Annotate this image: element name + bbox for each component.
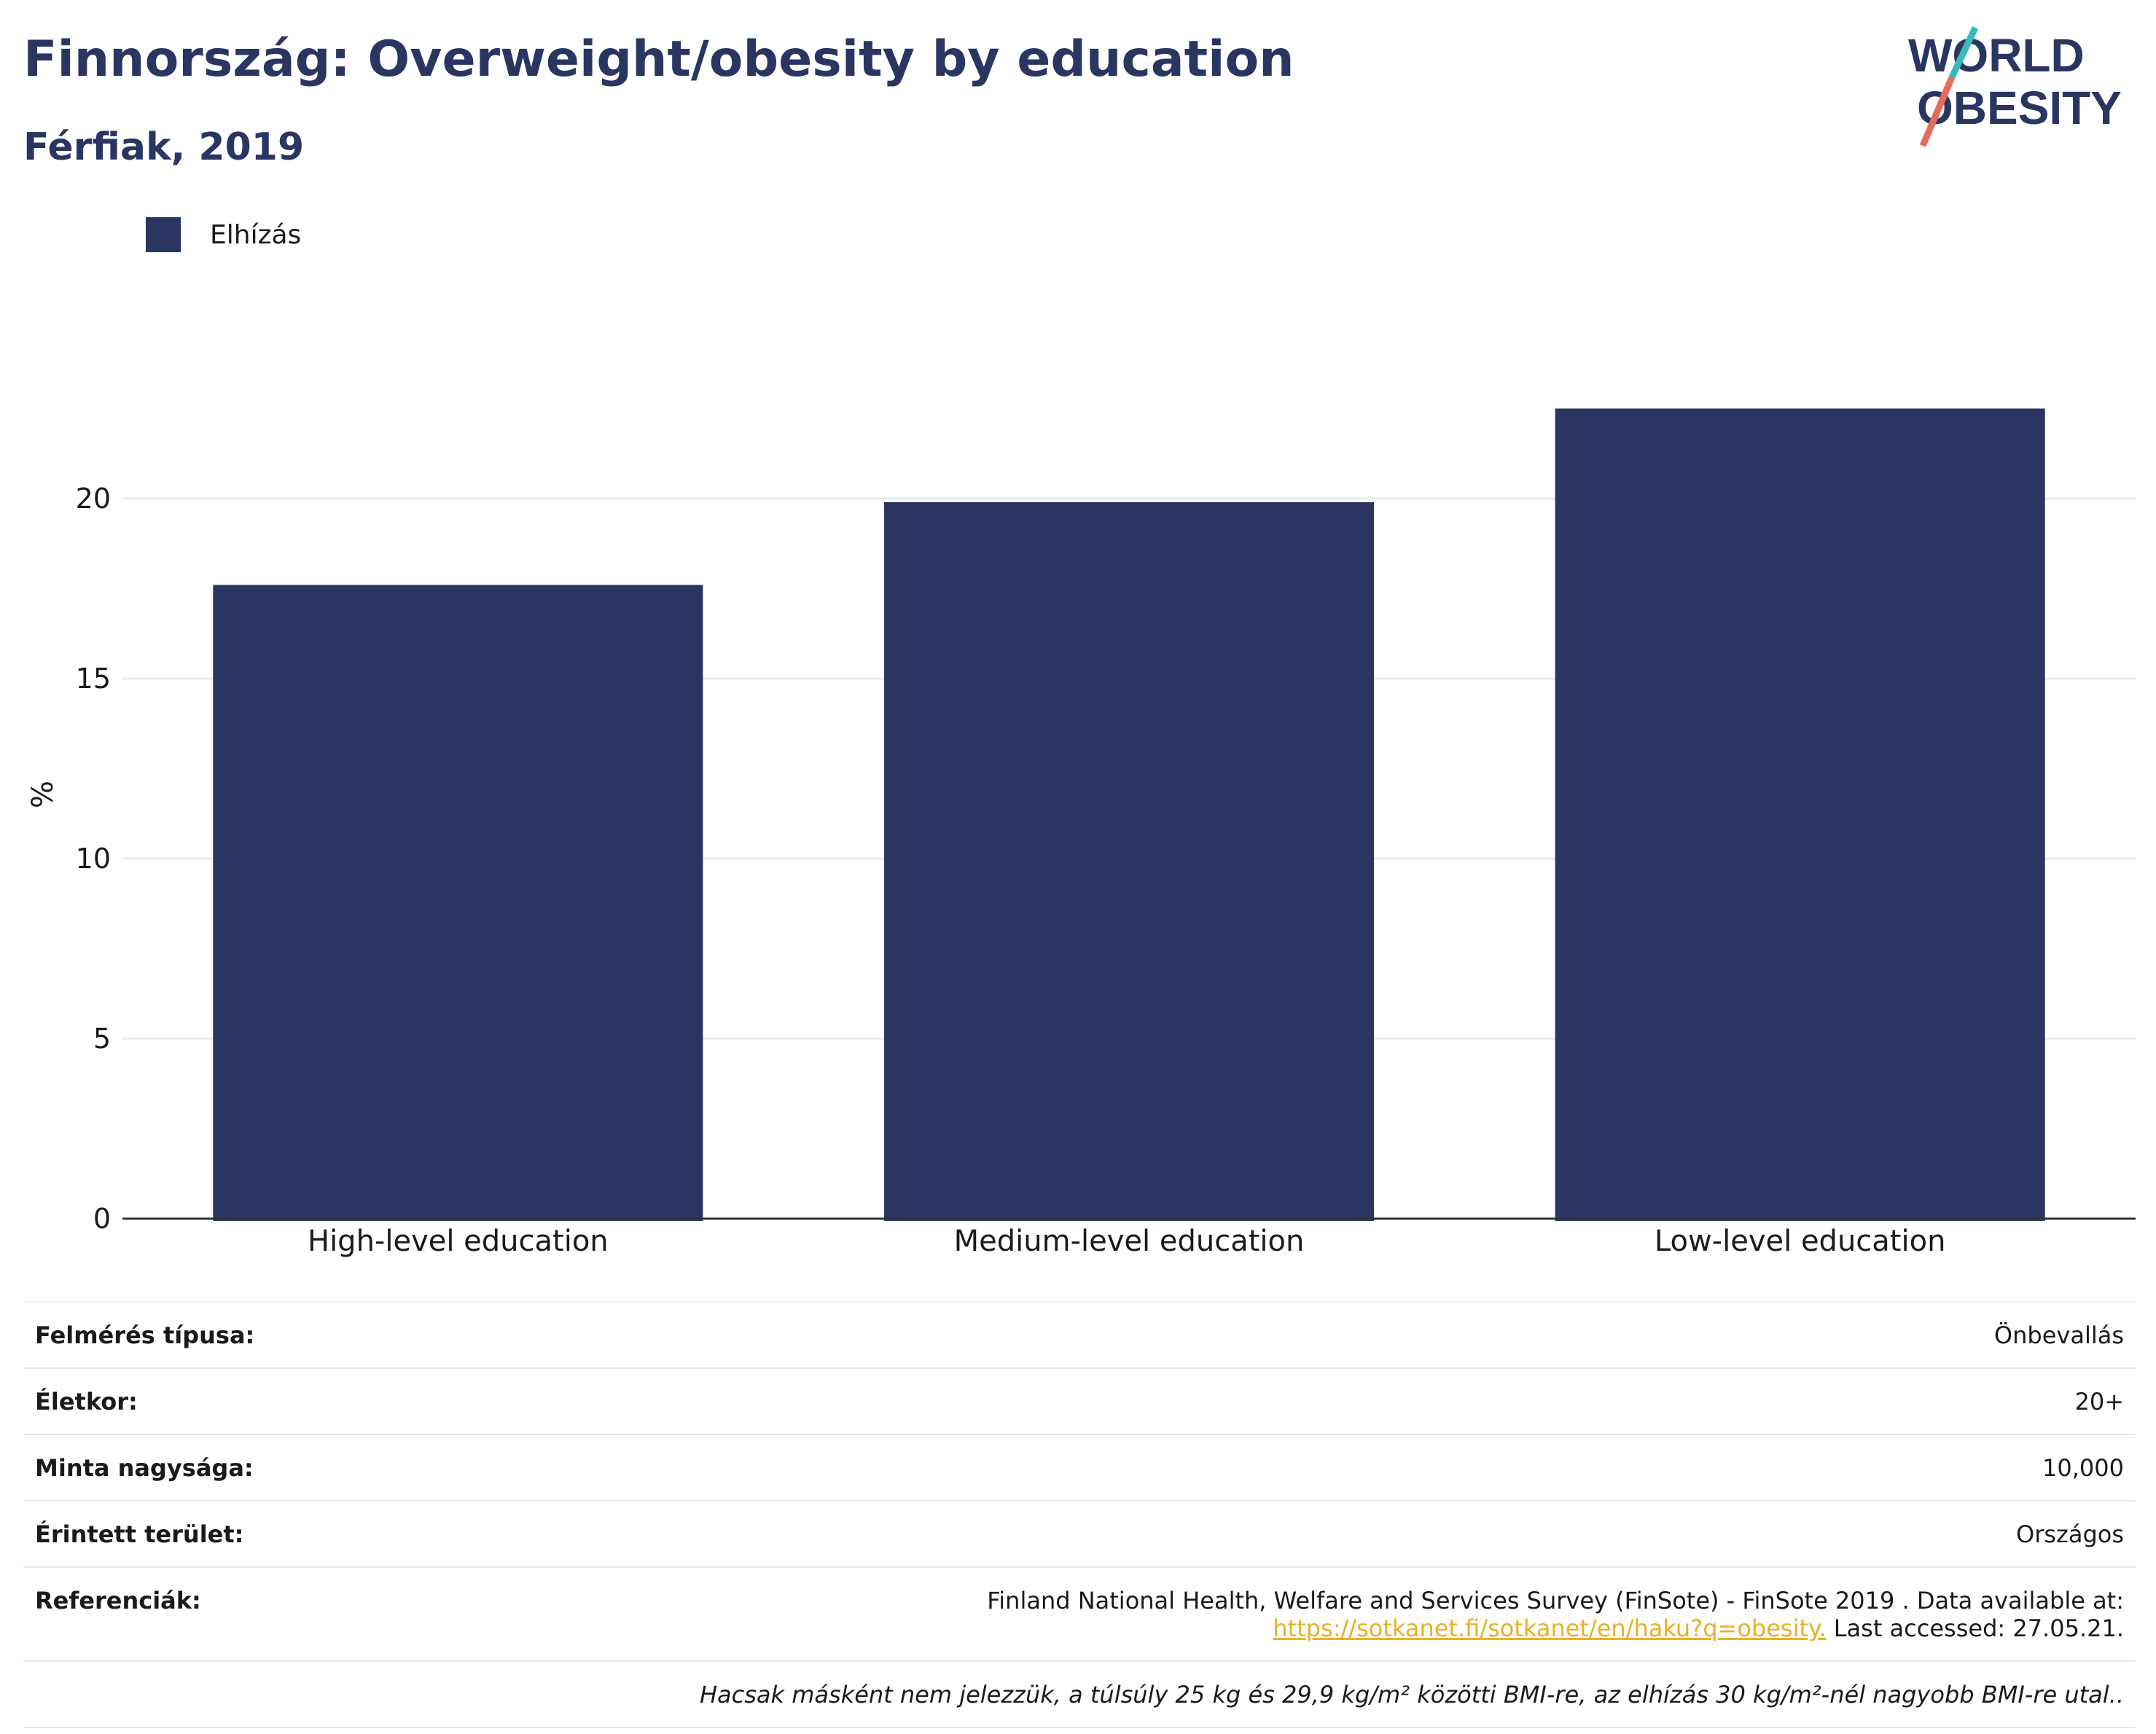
- y-tick-label: 5: [93, 1023, 111, 1055]
- y-tick-label: 20: [76, 483, 111, 515]
- info-key: Életkor:: [35, 1388, 138, 1415]
- info-key: Referenciák:: [35, 1587, 201, 1614]
- legend-label: Elhízás: [210, 219, 302, 250]
- info-value: Országos: [2016, 1520, 2124, 1548]
- logo-slash-top: [1948, 26, 1979, 79]
- x-tick-label: Low-level education: [1655, 1225, 1946, 1258]
- info-value: Önbevallás: [1993, 1321, 2124, 1349]
- info-row-age: Életkor: 20+: [23, 1369, 2136, 1435]
- world-obesity-logo: WORLD OBESITY: [1908, 26, 2122, 147]
- bar: [883, 501, 1375, 1221]
- logo-line2: OBESITY: [1917, 82, 2122, 134]
- info-key: Érintett terület:: [35, 1520, 244, 1548]
- chart-legend: Elhízás: [146, 217, 301, 252]
- reference-line2: https://sotkanet.fi/sotkanet/en/haku?q=o…: [987, 1614, 2124, 1642]
- y-tick-label: 10: [76, 843, 111, 875]
- x-tick-label: Medium-level education: [954, 1225, 1305, 1258]
- legend-swatch: [146, 217, 181, 252]
- y-axis-label: %: [26, 781, 60, 808]
- chart-subtitle: Férfiak, 2019: [23, 125, 305, 169]
- info-table: Felmérés típusa: Önbevallás Életkor: 20+…: [23, 1301, 2136, 1728]
- footnote: Hacsak másként nem jelezzük, a túlsúly 2…: [23, 1662, 2136, 1728]
- info-value: 10,000: [2042, 1454, 2124, 1482]
- bar-chart: 0 5 10 15 20% High-level education Medium-leve…: [26, 408, 2136, 1258]
- info-value: 20+: [2074, 1388, 2124, 1415]
- reference-link[interactable]: https://sotkanet.fi/sotkanet/en/haku?q=o…: [1273, 1614, 1827, 1642]
- info-row-area: Érintett terület: Országos: [23, 1501, 2136, 1568]
- logo-slash-bottom: [1919, 76, 1956, 147]
- info-row-references: Referenciák: Finland National Health, We…: [23, 1568, 2136, 1662]
- info-key: Minta nagysága:: [35, 1454, 254, 1482]
- x-tick-label: High-level education: [308, 1225, 609, 1258]
- info-value: Finland National Health, Welfare and Ser…: [987, 1587, 2124, 1642]
- info-row-survey-type: Felmérés típusa: Önbevallás: [23, 1303, 2136, 1369]
- chart-title: Finnország: Overweight/obesity by educat…: [23, 31, 1294, 88]
- info-row-sample-size: Minta nagysága: 10,000: [23, 1435, 2136, 1501]
- reference-accessed: Last accessed: 27.05.21.: [1826, 1614, 2124, 1642]
- y-tick-label: 0: [93, 1203, 111, 1235]
- bar: [213, 585, 703, 1221]
- y-tick-label: 15: [76, 663, 111, 695]
- logo-line1: WORLD: [1908, 29, 2085, 82]
- info-key: Felmérés típusa:: [35, 1321, 255, 1349]
- reference-text: Finland National Health, Welfare and Ser…: [987, 1587, 2124, 1614]
- bar: [1555, 408, 2045, 1221]
